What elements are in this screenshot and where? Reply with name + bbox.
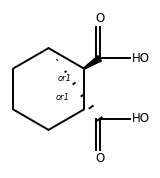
Text: or1: or1 [56,93,70,102]
Text: O: O [95,12,104,25]
Polygon shape [84,56,101,69]
Text: HO: HO [132,112,150,125]
Text: O: O [95,152,104,165]
Text: HO: HO [132,52,150,65]
Text: or1: or1 [57,74,71,83]
